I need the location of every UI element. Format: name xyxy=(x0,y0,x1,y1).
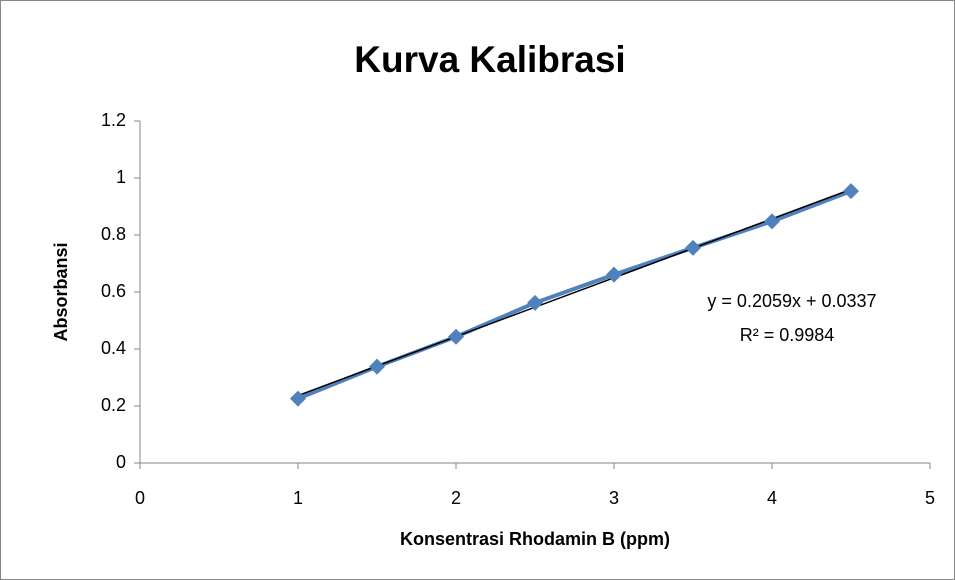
data-point xyxy=(764,213,780,230)
y-axis-label: Absorbansi xyxy=(51,242,71,341)
data-point xyxy=(448,328,464,345)
data-point xyxy=(606,266,622,283)
data-point xyxy=(843,183,859,200)
x-tick-label: 4 xyxy=(767,488,777,508)
x-tick-label: 3 xyxy=(609,488,619,508)
y-tick-label: 1 xyxy=(116,167,126,187)
y-tick-label: 0 xyxy=(116,452,126,472)
chart-title: Kurva Kalibrasi xyxy=(354,39,625,80)
x-tick-label: 2 xyxy=(451,488,461,508)
y-tick-label: 0.2 xyxy=(101,395,126,415)
x-tick-label: 5 xyxy=(925,488,935,508)
data-point xyxy=(685,239,701,256)
trendline-equation: y = 0.2059x + 0.0337 xyxy=(707,291,876,311)
y-tick-label: 1.2 xyxy=(101,110,126,130)
x-tick-label: 1 xyxy=(293,488,303,508)
data-point xyxy=(369,358,385,375)
y-tick-label: 0.8 xyxy=(101,224,126,244)
trendline xyxy=(297,188,852,397)
trendline-r-squared: R² = 0.9984 xyxy=(740,325,835,345)
y-tick-label: 0.4 xyxy=(101,338,126,358)
data-point xyxy=(290,390,306,407)
data-point xyxy=(527,294,543,311)
x-tick-label: 0 xyxy=(135,488,145,508)
y-tick-label: 0.6 xyxy=(101,281,126,301)
x-axis-label: Konsentrasi Rhodamin B (ppm) xyxy=(400,529,670,549)
